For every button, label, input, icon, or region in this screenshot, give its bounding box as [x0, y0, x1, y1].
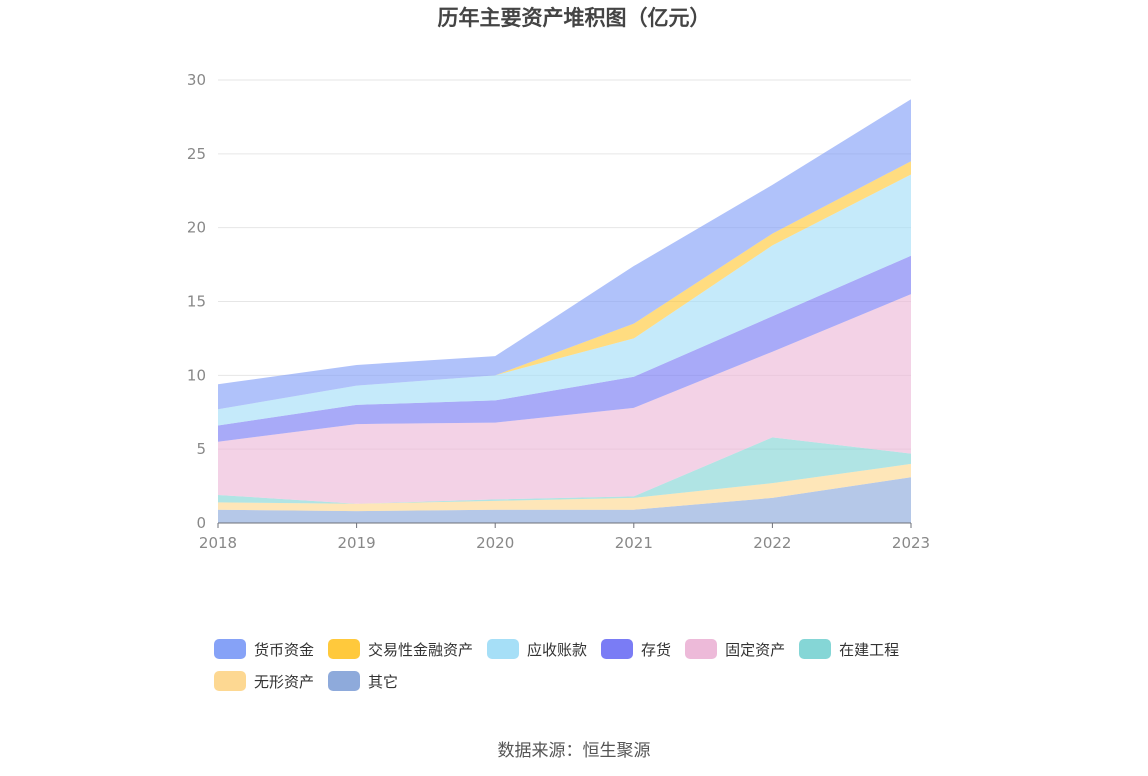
area-series-0[interactable]	[218, 477, 911, 523]
legend-swatch	[328, 639, 361, 659]
y-tick-label: 30	[187, 71, 206, 89]
legend-item[interactable]: 货币资金	[214, 638, 314, 660]
x-tick-label: 2020	[476, 534, 514, 552]
legend-item[interactable]: 固定资产	[685, 638, 785, 660]
legend-item[interactable]: 在建工程	[799, 638, 899, 660]
y-tick-label: 10	[187, 366, 206, 384]
y-tick-label: 25	[187, 145, 206, 163]
legend-label: 在建工程	[839, 640, 900, 659]
legend-swatch	[799, 639, 832, 659]
legend-item[interactable]: 交易性金融资产	[328, 638, 473, 660]
legend-item[interactable]: 无形资产	[214, 670, 314, 692]
legend-label: 货币资金	[254, 640, 315, 659]
legend-label: 其它	[368, 672, 399, 691]
legend-label: 交易性金融资产	[368, 640, 474, 659]
legend-label: 无形资产	[254, 672, 315, 691]
legend-label: 存货	[641, 640, 672, 659]
y-tick-label: 15	[187, 293, 206, 311]
legend-item[interactable]: 存货	[601, 638, 671, 660]
legend-item[interactable]: 应收账款	[487, 638, 587, 660]
area-series-1[interactable]	[218, 463, 911, 512]
x-tick-label: 2021	[615, 534, 653, 552]
area-series-3[interactable]	[218, 294, 911, 504]
legend-label: 应收账款	[527, 640, 588, 659]
chart-title: 历年主要资产堆积图（亿元）	[437, 6, 711, 30]
x-tick-label: 2023	[892, 534, 930, 552]
y-tick-label: 5	[196, 440, 206, 458]
x-tick-label: 2018	[199, 534, 237, 552]
area-series-7[interactable]	[218, 99, 911, 410]
chart-legend: 货币资金 交易性金融资产 应收账款 存货 固定资产 在建工程无形资产 其它	[214, 638, 974, 702]
x-tick-label: 2019	[338, 534, 376, 552]
legend-swatch	[328, 671, 361, 691]
legend-swatch	[487, 639, 520, 659]
area-series-2[interactable]	[218, 437, 911, 504]
legend-swatch	[601, 639, 634, 659]
x-tick-label: 2022	[753, 534, 791, 552]
legend-swatch	[214, 639, 246, 659]
data-source: 数据来源：恒生聚源	[497, 741, 651, 761]
area-series-4[interactable]	[218, 255, 911, 442]
axes: 0 5 10 15 20 25 30 2018 2019 2020 2021 2022 2023	[187, 71, 930, 552]
legend-swatch	[214, 671, 246, 691]
stacked-areas	[218, 99, 911, 523]
legend-item[interactable]: 其它	[328, 670, 398, 692]
legend-swatch	[685, 639, 718, 659]
legend-label: 固定资产	[725, 640, 786, 659]
y-tick-label: 20	[187, 219, 206, 237]
area-series-5[interactable]	[218, 174, 911, 426]
y-tick-label: 0	[196, 514, 206, 532]
